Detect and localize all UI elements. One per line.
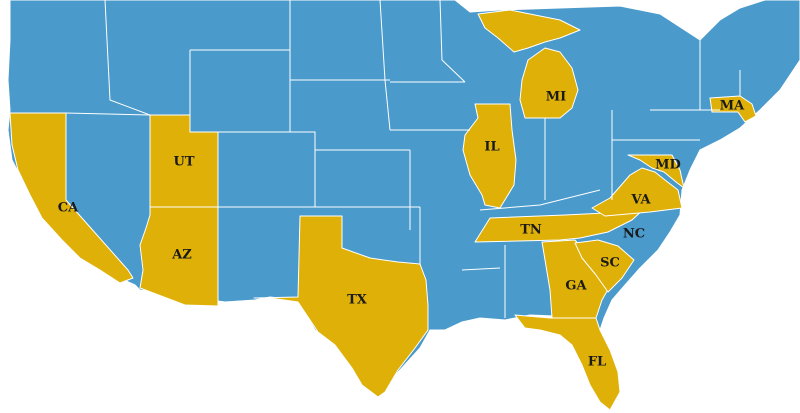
state-borders: [65, 0, 741, 318]
label-TX: TX: [347, 293, 368, 308]
state-MD[interactable]: [627, 154, 685, 189]
label-TN: TN: [520, 223, 542, 238]
label-MD: MD: [655, 158, 681, 173]
highlighted-states: [9, 9, 757, 411]
label-IL: IL: [484, 140, 499, 155]
state-FL[interactable]: [514, 314, 621, 411]
state-IL[interactable]: [462, 103, 517, 209]
label-AZ: AZ: [171, 248, 192, 263]
label-GA: GA: [565, 279, 587, 294]
state-MA[interactable]: [709, 95, 757, 123]
label-UT: UT: [173, 155, 194, 170]
label-VA: VA: [630, 193, 651, 208]
label-CA: CA: [58, 201, 79, 216]
state-TN[interactable]: [474, 207, 646, 243]
label-MA: MA: [720, 99, 745, 114]
label-FL: FL: [588, 355, 606, 370]
label-SC: SC: [600, 256, 620, 271]
state-TX[interactable]: [253, 215, 429, 398]
state-AZ[interactable]: [139, 206, 219, 307]
state-VA[interactable]: [591, 167, 683, 217]
state-MI[interactable]: [519, 47, 579, 119]
label-NC: NC: [623, 227, 645, 242]
state-SC[interactable]: [574, 239, 635, 293]
state-CA[interactable]: [9, 112, 134, 284]
label-MI: MI: [546, 90, 566, 105]
state-labels: CA UT AZ TX IL MI TN GA SC FL VA MD MA N…: [58, 90, 745, 370]
state-MI-upper[interactable]: [477, 9, 581, 53]
